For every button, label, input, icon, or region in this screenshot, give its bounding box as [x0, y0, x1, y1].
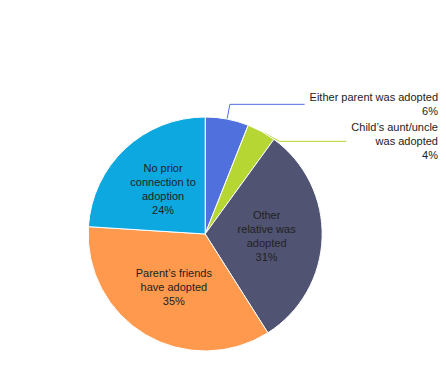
svg-text:Child’s aunt/uncle: Child’s aunt/uncle	[351, 121, 438, 133]
svg-text:Other: Other	[253, 209, 281, 221]
svg-text:relative was: relative was	[238, 223, 297, 235]
svg-text:was adopted: was adopted	[375, 135, 438, 147]
svg-text:Parent’s friends: Parent’s friends	[136, 267, 213, 279]
svg-text:adopted: adopted	[247, 237, 287, 249]
svg-text:6%: 6%	[422, 105, 438, 117]
svg-text:connection to: connection to	[130, 176, 195, 188]
svg-text:4%: 4%	[422, 149, 438, 161]
svg-text:35%: 35%	[163, 295, 185, 307]
svg-text:31%: 31%	[256, 251, 278, 263]
svg-text:have adopted: have adopted	[141, 281, 208, 293]
svg-text:No prior: No prior	[143, 162, 182, 174]
svg-text:24%: 24%	[152, 204, 174, 216]
svg-text:adoption: adoption	[142, 190, 184, 202]
svg-text:Either parent was adopted: Either parent was adopted	[310, 91, 438, 103]
